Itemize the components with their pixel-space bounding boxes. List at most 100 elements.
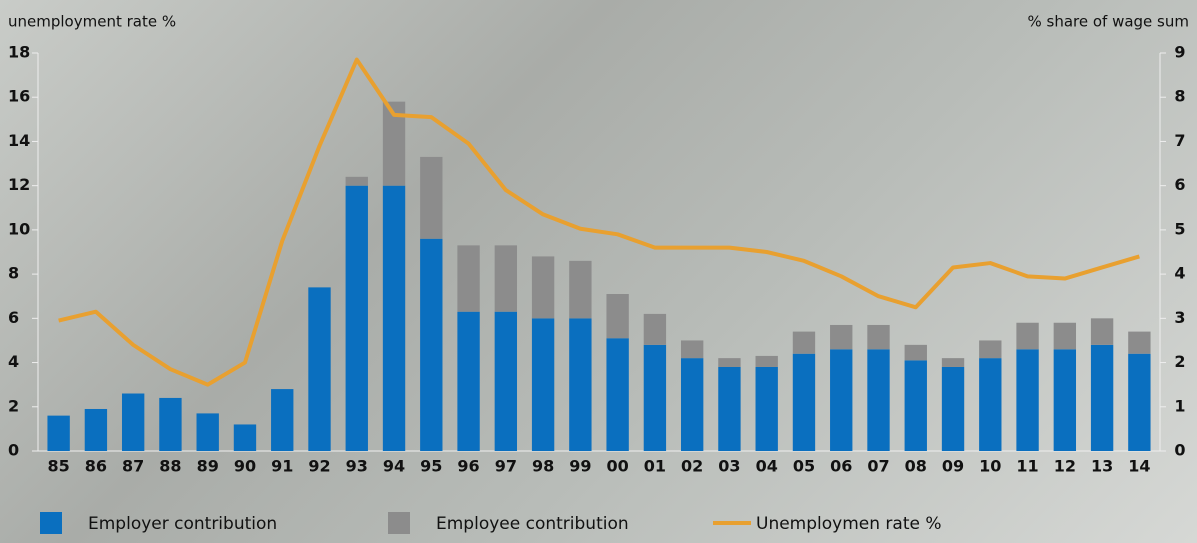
bar	[494, 311, 518, 451]
x-tick-label: 14	[1128, 457, 1150, 476]
x-tick-label: 13	[1091, 457, 1113, 476]
bar	[979, 340, 1002, 359]
bar	[569, 318, 592, 451]
bar	[271, 389, 294, 451]
y-tick-label: 0	[8, 441, 19, 460]
bar	[420, 238, 443, 451]
y-tick-label: 2	[8, 396, 19, 415]
bar	[382, 101, 406, 186]
y-tick-label: 6	[8, 308, 19, 327]
y-tick-label: 18	[8, 43, 30, 62]
x-tick-label: 95	[420, 457, 442, 476]
legend-label: Employee contribution	[436, 514, 629, 534]
x-tick-label: 02	[681, 457, 703, 476]
y-tick-label: 8	[8, 264, 19, 283]
bar	[345, 176, 368, 186]
x-tick-label: 93	[346, 457, 368, 476]
y2-axis-label: % share of wage sum	[1027, 13, 1189, 31]
x-tick-label: 07	[867, 457, 889, 476]
bar	[830, 324, 853, 350]
bar	[680, 340, 704, 359]
bar	[680, 358, 704, 451]
bar	[979, 358, 1002, 451]
bar	[867, 324, 890, 350]
legend-label: Unemploymen rate %	[756, 514, 942, 534]
x-tick-label: 03	[718, 457, 740, 476]
bar	[121, 393, 145, 451]
y2-tick-label: 3	[1174, 308, 1185, 327]
x-tick-label: 85	[48, 457, 70, 476]
bar	[755, 366, 778, 451]
bar	[494, 245, 518, 312]
bar	[233, 424, 257, 451]
bar	[420, 156, 443, 239]
x-tick-label: 98	[532, 457, 554, 476]
x-tick-label: 09	[942, 457, 964, 476]
y2-tick-label: 7	[1174, 131, 1185, 150]
bar	[569, 260, 592, 319]
x-tick-label: 86	[85, 457, 107, 476]
x-tick-label: 90	[234, 457, 256, 476]
y2-tick-label: 9	[1174, 43, 1185, 62]
bar	[643, 313, 667, 345]
x-tick-label: 96	[457, 457, 479, 476]
x-tick-label: 05	[793, 457, 815, 476]
x-tick-label: 06	[830, 457, 852, 476]
bar	[830, 349, 853, 451]
x-tick-label: 94	[383, 457, 405, 476]
legend-swatch	[388, 512, 410, 534]
legend-swatch	[40, 512, 62, 534]
x-tick-label: 10	[979, 457, 1001, 476]
bar	[1090, 344, 1114, 451]
bar	[718, 358, 741, 367]
bar	[904, 344, 927, 361]
bar	[904, 360, 927, 451]
bar	[1128, 331, 1151, 354]
y-tick-label: 4	[8, 352, 19, 371]
bar	[1090, 318, 1114, 345]
bar	[867, 349, 890, 451]
x-tick-label: 11	[1016, 457, 1038, 476]
line	[58, 57, 1140, 387]
x-tick-label: 00	[607, 457, 629, 476]
bar	[718, 366, 741, 451]
bar	[1016, 349, 1039, 451]
x-tick-label: 92	[308, 457, 330, 476]
x-tick-label: 01	[644, 457, 666, 476]
bar	[1053, 349, 1077, 451]
bar	[606, 338, 629, 451]
y-tick-label: 10	[8, 219, 30, 238]
bar	[382, 185, 406, 451]
y2-tick-label: 5	[1174, 219, 1185, 238]
y2-tick-label: 4	[1174, 264, 1185, 283]
x-tick-label: 88	[159, 457, 181, 476]
bar	[308, 287, 331, 451]
y2-tick-label: 8	[1174, 87, 1185, 106]
x-tick-label: 12	[1054, 457, 1076, 476]
bar	[457, 245, 480, 312]
legend-label: Employer contribution	[88, 514, 277, 534]
bar	[47, 415, 70, 451]
bar	[531, 256, 555, 319]
bar	[84, 408, 108, 451]
y-axis-label: unemployment rate %	[8, 13, 176, 31]
y2-tick-label: 1	[1174, 396, 1185, 415]
x-tick-label: 04	[756, 457, 778, 476]
bar	[1053, 322, 1077, 350]
bar	[1016, 322, 1039, 350]
bar	[606, 294, 629, 339]
bar	[457, 311, 480, 451]
x-tick-label: 91	[271, 457, 293, 476]
x-tick-label: 89	[197, 457, 219, 476]
bar	[196, 413, 219, 451]
y-tick-label: 16	[8, 87, 30, 106]
bar	[792, 353, 816, 451]
x-tick-label: 97	[495, 457, 517, 476]
y2-tick-label: 0	[1174, 441, 1185, 460]
x-tick-label: 99	[569, 457, 591, 476]
x-tick-label: 87	[122, 457, 144, 476]
bar	[755, 355, 778, 367]
y2-tick-label: 6	[1174, 175, 1185, 194]
bar	[941, 366, 965, 451]
